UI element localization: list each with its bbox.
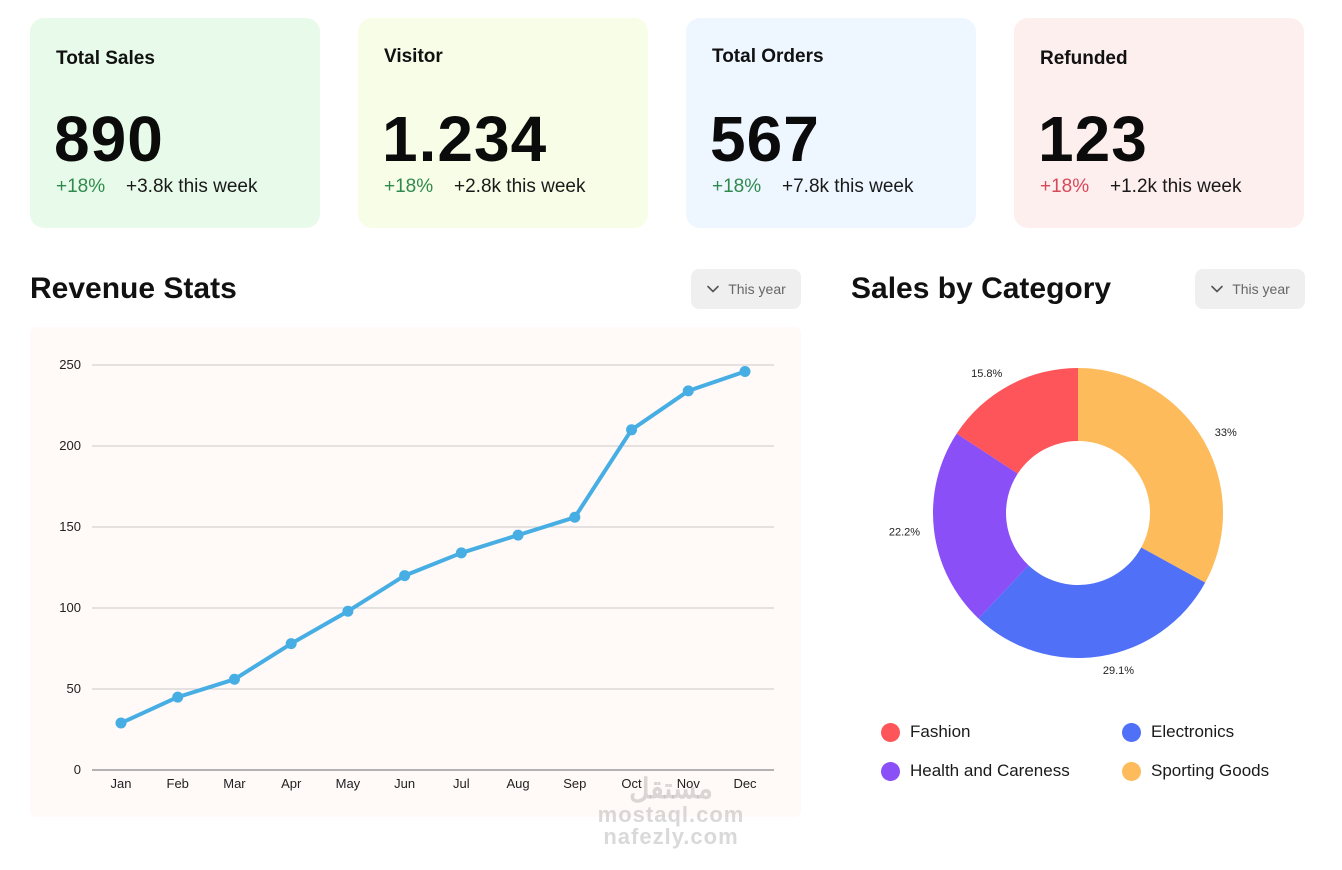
x-tick-label: Mar (223, 776, 246, 791)
x-tick-label: Aug (507, 776, 530, 791)
card-change: +18% (384, 176, 434, 197)
stat-card-visitor: Visitor 1.234 +18% +2.8k this week (358, 18, 648, 228)
card-week: +2.8k this week (454, 176, 586, 197)
sales-by-category-title: Sales by Category (851, 272, 1112, 305)
slice-label: 15.8% (971, 368, 1002, 380)
dropdown-label: This year (728, 281, 786, 297)
card-value: 1.234 (382, 103, 548, 175)
legend-item-health: Health and Careness (881, 761, 1070, 781)
card-title: Total Orders (712, 46, 824, 67)
x-tick-label: Apr (281, 776, 302, 791)
stat-card-total-orders: Total Orders 567 +18% +7.8k this week (686, 18, 976, 228)
legend-label: Fashion (910, 722, 971, 741)
data-point (569, 511, 581, 523)
stat-card-refunded: Refunded 123 +18% +1.2k this week (1014, 18, 1304, 228)
category-period-dropdown[interactable]: This year (1195, 269, 1305, 309)
data-point (172, 691, 184, 703)
data-point (342, 605, 354, 617)
y-tick-label: 50 (67, 681, 81, 696)
card-week: +7.8k this week (782, 176, 914, 197)
slice-label: 33% (1215, 427, 1237, 439)
x-tick-label: Dec (733, 776, 757, 791)
x-tick-label: Feb (167, 776, 189, 791)
legend-dot (1122, 722, 1141, 742)
series-line (119, 369, 747, 726)
y-tick-label: 0 (74, 762, 81, 777)
x-tick-label: Jan (111, 776, 132, 791)
x-tick-label: May (336, 776, 361, 791)
data-point (739, 365, 751, 377)
revenue-stats-title: Revenue Stats (30, 272, 237, 305)
legend-label: Sporting Goods (1151, 761, 1270, 780)
card-change: +18% (712, 176, 762, 197)
y-tick-label: 200 (59, 438, 81, 453)
legend-dot (1122, 761, 1141, 781)
legend-item-fashion: Fashion (881, 722, 970, 742)
card-value: 567 (710, 103, 820, 175)
x-tick-label: Nov (677, 776, 701, 791)
data-point (228, 673, 240, 685)
y-tick-label: 150 (59, 519, 81, 534)
y-tick-label: 250 (59, 357, 81, 372)
data-point (626, 424, 638, 436)
card-value: 890 (54, 103, 164, 175)
x-tick-label: Oct (621, 776, 642, 791)
chevron-down-icon (1211, 285, 1224, 293)
sales-category-donut-chart: 33% 29.1% 22.2% 15.8% (889, 368, 1237, 677)
data-point (115, 717, 127, 729)
data-point (682, 385, 694, 397)
x-tick-label: Jul (453, 776, 470, 791)
card-change: +18% (1040, 176, 1090, 197)
legend-dot (881, 761, 900, 781)
data-point (285, 638, 297, 650)
card-title: Total Sales (56, 48, 155, 69)
legend-dot (881, 722, 900, 742)
data-point (512, 529, 524, 541)
slice-label: 22.2% (889, 527, 920, 539)
card-week: +3.8k this week (126, 176, 258, 197)
card-change: +18% (56, 176, 106, 197)
donut-slice (978, 547, 1206, 658)
legend-item-sporting: Sporting Goods (1122, 761, 1269, 781)
watermark-line: mostaql.com (597, 802, 745, 827)
stat-card-total-sales: Total Sales 890 +18% +3.8k this week (30, 18, 320, 228)
watermark: مستقل mostaql.com nafezly.com (586, 774, 756, 848)
dropdown-label: This year (1232, 281, 1290, 297)
legend-label: Health and Careness (910, 761, 1070, 780)
donut-slice (933, 433, 1029, 619)
data-point (399, 570, 411, 582)
legend-label: Electronics (1151, 722, 1235, 741)
card-title: Visitor (384, 46, 443, 67)
y-tick-label: 100 (59, 600, 81, 615)
donut-slice (1078, 368, 1223, 583)
watermark-line: nafezly.com (603, 824, 739, 849)
revenue-line-chart: 0 50 100 150 200 250 Jan Feb Mar Apr May Jun Jul Aug S… (59, 357, 774, 791)
slice-label: 29.1% (1103, 665, 1134, 677)
card-week: +1.2k this week (1110, 176, 1242, 197)
x-tick-label: Jun (394, 776, 415, 791)
card-value: 123 (1038, 103, 1148, 175)
chevron-down-icon (707, 285, 720, 293)
donut-slice (956, 368, 1078, 474)
card-title: Refunded (1040, 48, 1128, 69)
x-tick-label: Sep (563, 776, 586, 791)
watermark-logo: مستقل (629, 773, 713, 804)
revenue-period-dropdown[interactable]: This year (691, 269, 801, 309)
legend-item-electronics: Electronics (1122, 722, 1234, 742)
data-point (455, 547, 467, 559)
